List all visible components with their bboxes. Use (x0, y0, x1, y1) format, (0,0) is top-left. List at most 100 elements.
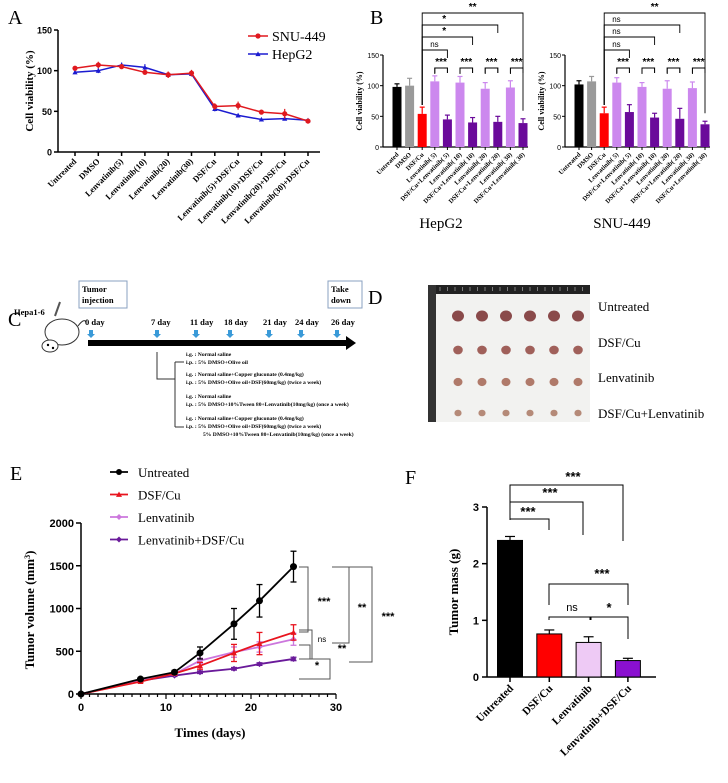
bracket-line (299, 566, 309, 633)
bar (624, 112, 634, 147)
tumor (453, 345, 463, 355)
y-tick-label: 2000 (50, 518, 74, 530)
data-point (235, 112, 241, 118)
data-point (165, 72, 171, 78)
data-point (119, 64, 125, 70)
panel-label-A: A (8, 7, 23, 29)
panel-label-B: B (370, 7, 383, 29)
significance-label: ns (612, 40, 620, 49)
group-line: i.g. : Normal saline (186, 394, 232, 400)
bracket-line (421, 12, 524, 111)
x-axis-label: Times (days) (175, 725, 246, 740)
day-label: 26 day (331, 317, 356, 327)
y-tick-label: 2 (473, 559, 479, 571)
take-down-box (327, 280, 363, 309)
panel-label-C: C (8, 309, 21, 331)
x-tick-label: 10 (160, 702, 172, 714)
chart-E: 0 10 20 30 0 500 1000 1500 2000 Times (days) Tumor… (22, 465, 395, 740)
bar (612, 82, 622, 147)
y-axis-label: Tumor volume (mm3) (22, 551, 37, 670)
data-point (231, 665, 237, 672)
data-point (196, 649, 204, 657)
significance-label: *** (511, 57, 523, 68)
tumor (476, 310, 488, 322)
bar (505, 87, 515, 147)
legend-entry: Lenvatinib (138, 510, 194, 525)
tumor (500, 310, 512, 322)
bracket-line (484, 67, 499, 73)
group-connector (156, 352, 175, 380)
day-arrow-icon (153, 330, 161, 338)
y-tick-label: 50 (42, 107, 52, 117)
data-point (212, 103, 218, 110)
bracket-line (616, 67, 630, 74)
significance-bracket: *** (641, 57, 656, 74)
significance-label: *** (435, 57, 447, 68)
bracket-line (666, 67, 681, 74)
significance-label: * (442, 14, 446, 25)
day-arrow-icon (297, 330, 305, 338)
significance-label: ** (651, 2, 659, 13)
bar (468, 122, 478, 147)
bar (614, 660, 641, 678)
tumor (501, 377, 511, 387)
significance-label: *** (318, 596, 332, 608)
data-point (72, 69, 78, 75)
data-point (142, 64, 148, 70)
y-tick-label: 100 (37, 66, 52, 76)
bar (575, 641, 602, 678)
bar (493, 121, 503, 147)
timeline-bar (88, 340, 346, 346)
bracket-line (509, 484, 624, 541)
legend-marker (116, 514, 122, 520)
bar (405, 85, 415, 147)
group-line: i.p. : 5% DMSO+Olive oil+DSF(60mg/kg) (t… (186, 423, 321, 430)
day-arrow-icon (192, 330, 200, 338)
bracket-line (459, 67, 474, 73)
data-point (230, 620, 238, 628)
legend-marker (116, 536, 122, 543)
mouse-body (44, 318, 80, 346)
y-axis-label: Cell viability (%) (24, 50, 36, 132)
photo-row-label: Lenvatinib (598, 370, 654, 385)
significance-label: * (442, 26, 446, 37)
significance-bracket: *** (666, 57, 681, 74)
bar (675, 118, 685, 147)
data-point (188, 70, 195, 76)
start-box-line: Tumor (82, 284, 107, 294)
legend-marker (116, 491, 122, 497)
mouse-eye (46, 343, 50, 347)
bracket-line (641, 67, 656, 73)
mouse-icon (41, 301, 87, 353)
mouse-eye (51, 346, 55, 350)
bracket-line (434, 67, 448, 73)
chart-F: 0 1 2 3 Tumor mass (g) Untreated DSF/CuLenvati… (446, 469, 656, 759)
tumor (524, 310, 536, 322)
end-box-line: down (331, 295, 351, 305)
tumor (549, 377, 559, 387)
tumor (549, 345, 559, 355)
day-label: 11 day (190, 317, 214, 327)
y-tick-label: 3 (473, 502, 479, 514)
tumor (573, 345, 583, 355)
bracket-line (616, 67, 630, 73)
bracket-line (603, 12, 706, 114)
bracket-line (349, 566, 373, 663)
significance-label: ** (358, 602, 367, 614)
legend-marker (116, 469, 122, 475)
day-arrow-icon (333, 330, 341, 338)
tumor (478, 409, 486, 417)
significance-bracket: ** (421, 2, 524, 111)
chart-title: SNU-449 (593, 216, 651, 232)
bracket-line (548, 616, 591, 620)
legend-entry: SNU-449 (272, 30, 326, 45)
bar (480, 88, 490, 147)
tumor-injection-box (78, 280, 128, 309)
data-point (282, 111, 288, 117)
significance-label: *** (520, 504, 536, 519)
day-arrow-icon (226, 330, 234, 338)
chart-title: HepG2 (419, 216, 462, 232)
x-tick-label: Lenvatinib+DSF/Cu (558, 683, 634, 759)
bracket-line (509, 67, 524, 73)
y-tick-label: 50 (553, 114, 561, 121)
